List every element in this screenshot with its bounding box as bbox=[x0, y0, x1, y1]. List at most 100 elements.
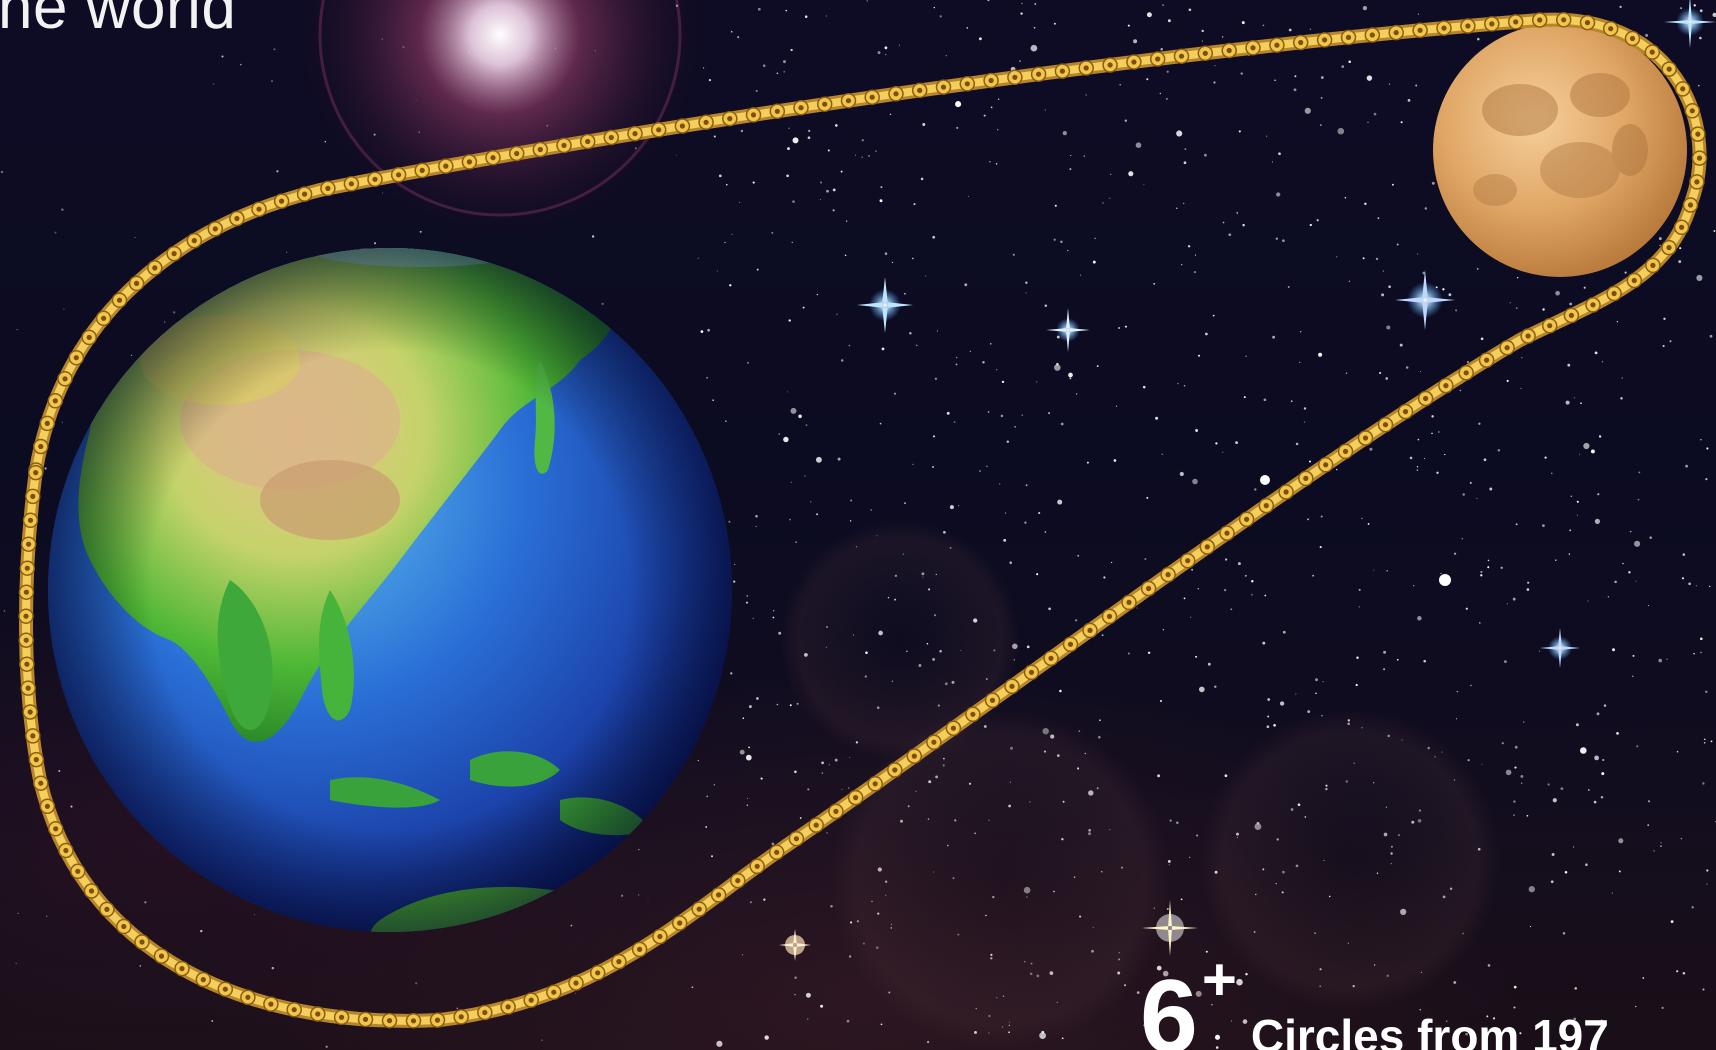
chain-link-pin bbox=[1402, 409, 1409, 415]
star bbox=[324, 140, 327, 143]
chain-link-pin bbox=[1009, 683, 1015, 689]
chain-link-pin bbox=[505, 1004, 511, 1010]
star bbox=[1431, 415, 1434, 418]
star bbox=[933, 6, 936, 9]
star bbox=[776, 703, 779, 706]
star bbox=[915, 344, 918, 347]
star bbox=[1263, 398, 1267, 402]
star bbox=[1467, 759, 1470, 762]
star bbox=[1647, 605, 1650, 607]
star bbox=[807, 136, 811, 140]
star bbox=[1573, 1017, 1576, 1021]
chain-link-pin bbox=[158, 953, 165, 959]
chain-link-pin bbox=[774, 108, 780, 114]
chain-link-pin bbox=[970, 711, 976, 717]
star bbox=[1619, 5, 1622, 9]
star bbox=[1309, 223, 1312, 227]
star bbox=[1527, 581, 1530, 584]
chain-link-pin bbox=[53, 826, 59, 832]
star bbox=[708, 79, 711, 82]
star bbox=[789, 518, 791, 521]
star bbox=[1583, 442, 1590, 450]
star bbox=[1295, 442, 1299, 446]
star bbox=[1603, 704, 1607, 707]
star bbox=[1373, 569, 1375, 571]
star bbox=[1576, 514, 1578, 516]
star bbox=[1487, 566, 1490, 569]
star bbox=[1362, 6, 1367, 11]
star bbox=[1712, 12, 1716, 18]
star bbox=[1345, 372, 1348, 374]
chain-link-pin bbox=[1202, 50, 1208, 56]
star bbox=[741, 954, 744, 956]
star bbox=[1465, 1032, 1468, 1036]
star bbox=[1290, 400, 1293, 402]
star bbox=[144, 901, 147, 904]
star bbox=[979, 470, 981, 472]
star bbox=[1192, 478, 1198, 485]
star bbox=[1083, 155, 1086, 157]
star bbox=[1197, 588, 1200, 590]
star bbox=[841, 788, 843, 790]
star bbox=[1386, 570, 1388, 572]
star bbox=[832, 188, 836, 192]
star bbox=[881, 347, 885, 351]
star bbox=[1024, 521, 1027, 524]
golden-chain bbox=[18, 12, 1708, 1029]
star bbox=[1183, 384, 1186, 387]
star bbox=[1146, 12, 1152, 18]
star bbox=[1003, 538, 1007, 542]
star bbox=[1320, 76, 1324, 79]
star bbox=[1405, 366, 1409, 369]
star bbox=[253, 914, 256, 916]
star bbox=[794, 976, 797, 979]
star bbox=[729, 284, 732, 287]
star bbox=[1348, 280, 1350, 282]
star bbox=[1560, 787, 1564, 791]
star bbox=[1708, 585, 1711, 588]
chain-link-pin bbox=[1342, 448, 1349, 454]
star bbox=[691, 986, 694, 989]
star bbox=[1215, 1046, 1219, 1049]
star bbox=[1513, 814, 1515, 816]
star bbox=[1514, 766, 1517, 769]
star bbox=[1369, 447, 1373, 451]
star bbox=[1026, 645, 1030, 649]
star bbox=[898, 44, 900, 46]
star bbox=[828, 764, 830, 766]
star bbox=[794, 770, 797, 774]
star bbox=[1697, 84, 1700, 87]
star bbox=[1483, 458, 1487, 462]
star bbox=[879, 199, 883, 203]
star bbox=[1160, 700, 1162, 702]
star bbox=[879, 422, 882, 425]
star bbox=[773, 610, 775, 612]
star bbox=[1187, 245, 1191, 248]
star bbox=[1682, 971, 1686, 975]
star bbox=[783, 60, 786, 64]
chain-link-pin bbox=[964, 81, 970, 87]
chain-link-pin bbox=[24, 661, 30, 667]
star bbox=[790, 407, 797, 414]
chain-link-pin bbox=[1155, 56, 1161, 62]
star bbox=[1146, 496, 1149, 499]
star bbox=[1442, 288, 1445, 291]
star bbox=[891, 261, 894, 264]
chain-link-pin bbox=[1441, 25, 1447, 31]
star bbox=[1102, 202, 1104, 204]
star bbox=[1618, 838, 1624, 844]
star bbox=[1476, 267, 1479, 270]
star bbox=[1188, 8, 1192, 12]
star bbox=[804, 475, 806, 477]
chain-link-pin bbox=[931, 739, 937, 745]
star bbox=[1470, 684, 1472, 687]
star bbox=[1266, 135, 1268, 137]
star bbox=[1658, 237, 1662, 241]
star bbox=[834, 758, 838, 762]
star bbox=[1636, 745, 1639, 748]
star bbox=[1594, 351, 1598, 355]
star bbox=[1713, 230, 1716, 232]
star bbox=[1336, 256, 1338, 258]
star bbox=[912, 257, 914, 260]
chain-link-pin bbox=[1687, 202, 1694, 208]
